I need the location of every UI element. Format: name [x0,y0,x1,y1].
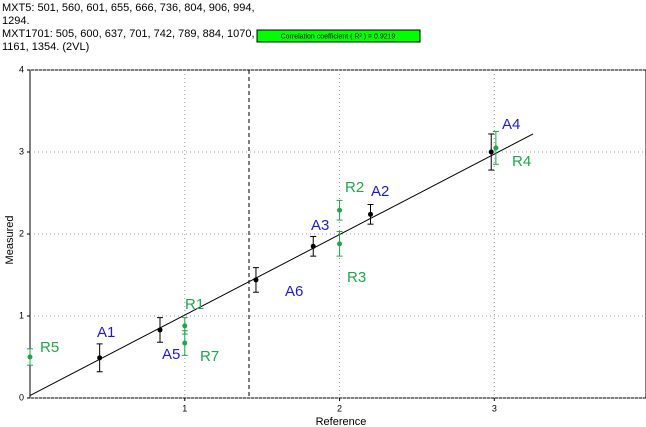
header-line: 1161, 1354. (2VL) [2,41,89,53]
fit-line [29,133,534,396]
x-tick-label: 2 [337,403,342,413]
point-label: R3 [347,269,366,286]
point-label: R1 [185,296,204,313]
point-label: A3 [311,217,329,234]
y-tick-label: 0 [19,392,24,402]
x-tick-label: 3 [492,403,497,413]
point-label: A6 [285,283,303,300]
data-point [488,149,494,155]
header-line: MXT1701: 505, 600, 637, 701, 742, 789, 8… [2,28,255,40]
header-line: 1294. [2,15,30,27]
data-point [253,277,259,283]
data-point [337,207,343,213]
y-tick-label: 1 [19,310,24,320]
data-point [182,340,188,346]
data-point [310,243,316,249]
y-tick-label: 4 [19,64,24,74]
header-line: MXT5: 501, 560, 601, 655, 666, 736, 804,… [2,2,255,14]
point-label: R4 [512,153,531,170]
point-label: R5 [40,339,59,356]
point-label: R7 [200,348,219,365]
data-point [97,355,103,361]
y-axis-label: Measured [4,216,16,265]
annotation-box [256,29,421,43]
x-axis-label: Reference [316,416,367,427]
point-label: A2 [371,183,389,200]
point-label: A4 [502,116,520,133]
x-tick-label: 1 [182,403,187,413]
data-point [157,327,163,333]
point-label: A1 [97,324,115,341]
y-tick-label: 2 [19,228,24,238]
point-label: A5 [162,346,180,363]
y-tick-label: 3 [19,146,24,156]
data-point [493,145,499,151]
data-point [337,241,343,247]
data-point [368,211,374,217]
point-label: R2 [345,179,364,196]
data-point [182,323,188,329]
data-point [27,354,33,360]
annotation: Correlation coefficient ( R² ) = 0.9219 [281,33,396,40]
